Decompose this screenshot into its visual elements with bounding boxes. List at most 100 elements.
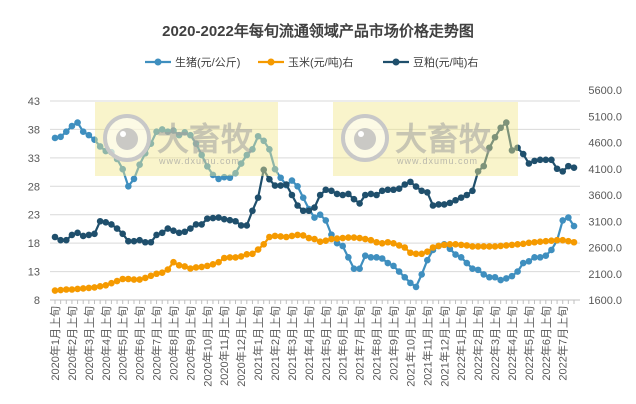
data-point	[181, 228, 189, 236]
data-point	[192, 264, 200, 271]
data-point	[474, 266, 482, 274]
data-point	[102, 282, 110, 289]
data-point	[294, 182, 301, 190]
data-point	[356, 200, 363, 207]
data-point	[62, 236, 70, 244]
data-point	[125, 275, 132, 283]
x-tick-label: 2021年5月上旬	[319, 306, 333, 381]
data-point	[237, 253, 245, 260]
data-point	[373, 254, 380, 261]
data-point	[271, 182, 279, 189]
data-point	[299, 194, 307, 201]
data-point	[209, 261, 217, 268]
y-right-tick-label: 5600.0	[588, 85, 622, 97]
data-point	[350, 265, 358, 273]
data-point	[469, 265, 476, 273]
data-point	[542, 237, 550, 245]
y-left-tick-label: 13	[28, 267, 40, 279]
data-point	[277, 174, 284, 182]
data-point	[316, 238, 324, 246]
data-point	[192, 140, 200, 147]
data-point	[536, 156, 544, 164]
data-point	[486, 273, 493, 281]
data-point	[322, 217, 330, 224]
data-point	[294, 202, 301, 209]
data-point	[316, 211, 324, 219]
data-point	[424, 248, 431, 255]
data-point	[333, 239, 341, 247]
watermark-logo-highlight	[120, 131, 126, 137]
data-point	[339, 242, 347, 250]
data-point	[548, 246, 555, 254]
data-point	[57, 286, 64, 294]
data-point	[339, 191, 347, 199]
y-right-tick-label: 3600.0	[588, 190, 622, 202]
data-point	[407, 249, 414, 257]
data-point	[559, 236, 567, 244]
data-point	[384, 238, 392, 246]
data-point	[322, 237, 330, 244]
data-point	[153, 231, 160, 239]
data-point	[158, 269, 166, 277]
data-point	[333, 190, 341, 198]
data-point	[452, 241, 459, 248]
data-point	[418, 271, 425, 278]
data-point	[141, 238, 149, 246]
legend-label: 豆粕(元/吨)右	[413, 55, 478, 69]
data-point	[232, 169, 239, 177]
data-point	[108, 279, 115, 287]
data-point	[187, 265, 194, 272]
data-point	[418, 250, 425, 258]
data-point	[220, 173, 228, 181]
data-point	[57, 133, 64, 141]
data-point	[508, 147, 516, 154]
data-point	[220, 215, 228, 223]
data-point	[401, 273, 409, 281]
data-point	[125, 237, 132, 245]
data-point	[542, 156, 550, 164]
data-point	[503, 242, 510, 249]
data-point	[91, 136, 98, 143]
data-point	[68, 231, 76, 239]
data-point	[553, 165, 561, 173]
x-tick-label: 2022年6月上旬	[539, 306, 553, 381]
data-point	[559, 217, 567, 224]
data-point	[536, 254, 544, 261]
data-point	[463, 242, 471, 249]
data-point	[175, 262, 183, 269]
data-point	[531, 254, 538, 261]
data-point	[378, 187, 386, 195]
data-point	[491, 273, 499, 281]
data-point	[96, 217, 104, 225]
data-point	[384, 186, 392, 194]
x-tick-label: 2020年4月上旬	[99, 306, 113, 381]
data-point	[204, 262, 211, 270]
data-point	[170, 258, 177, 266]
data-point	[85, 131, 93, 139]
y-right-tick-label: 3100.0	[588, 216, 622, 228]
data-point	[254, 246, 262, 253]
data-point	[519, 259, 527, 267]
x-tick-label: 2020年8月上旬	[166, 306, 180, 381]
data-point	[553, 236, 561, 244]
data-point	[119, 275, 126, 283]
y-left-tick-label: 28	[28, 181, 40, 193]
legend-marker	[154, 58, 162, 66]
data-point	[237, 160, 245, 167]
data-point	[367, 236, 375, 244]
data-point	[158, 229, 166, 237]
data-point	[440, 201, 448, 208]
data-point	[282, 181, 290, 188]
data-point	[452, 251, 459, 258]
data-point	[62, 128, 70, 136]
data-point	[497, 124, 504, 132]
data-point	[469, 187, 476, 195]
data-point	[565, 214, 572, 221]
data-point	[181, 263, 189, 270]
x-tick-label: 2020年5月上旬	[116, 306, 130, 381]
data-point	[514, 144, 521, 152]
watermark-text: 大畜牧	[157, 121, 254, 157]
data-point	[531, 157, 538, 165]
